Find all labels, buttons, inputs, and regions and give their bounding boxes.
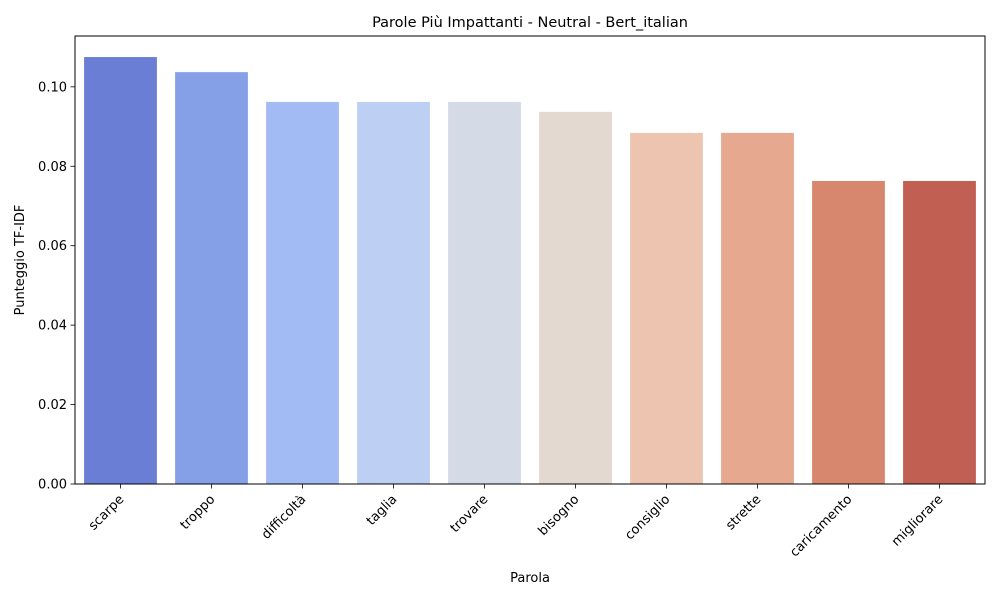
bar-2: [266, 101, 339, 484]
x-tick-label: troppo: [178, 492, 219, 533]
bar-9: [903, 180, 976, 484]
x-tick-label: migliorare: [889, 492, 946, 549]
x-axis: scarpe troppo difficoltà taglia trovare bisog…: [86, 484, 946, 560]
x-tick-label: consiglio: [622, 492, 673, 543]
y-tick-label: 0.00: [38, 478, 67, 493]
bar-7: [721, 132, 794, 484]
y-tick-label: 0.04: [38, 319, 67, 334]
x-tick-label: taglia: [364, 492, 400, 528]
plot-frame: [74, 35, 986, 485]
x-tick-label: scarpe: [86, 492, 127, 533]
chart-title: Parole Più Impattanti - Neutral - Bert_i…: [372, 15, 688, 31]
x-axis-label: Parola: [510, 571, 550, 586]
x-tick-label: trovare: [448, 492, 492, 536]
y-tick-label: 0.02: [38, 398, 67, 413]
bar-1: [175, 72, 248, 484]
x-tick-label: difficoltà: [259, 492, 309, 542]
y-axis: 0.00 0.02 0.04 0.06 0.08 0.10: [38, 80, 75, 493]
bar-4: [448, 101, 521, 484]
y-tick-label: 0.06: [38, 239, 67, 254]
bars-group: [84, 57, 976, 484]
x-tick-label: caricamento: [787, 492, 855, 560]
bar-5: [539, 111, 612, 484]
y-axis-label: Punteggio TF-IDF: [13, 205, 28, 316]
bar-0: [84, 57, 157, 484]
x-tick-label: bisogno: [536, 492, 583, 539]
y-tick-label: 0.10: [38, 80, 67, 95]
bar-6: [630, 132, 703, 484]
x-tick-label: strette: [723, 492, 764, 533]
bar-8: [812, 180, 885, 484]
y-tick-label: 0.08: [38, 160, 67, 175]
bar-3: [357, 101, 430, 484]
